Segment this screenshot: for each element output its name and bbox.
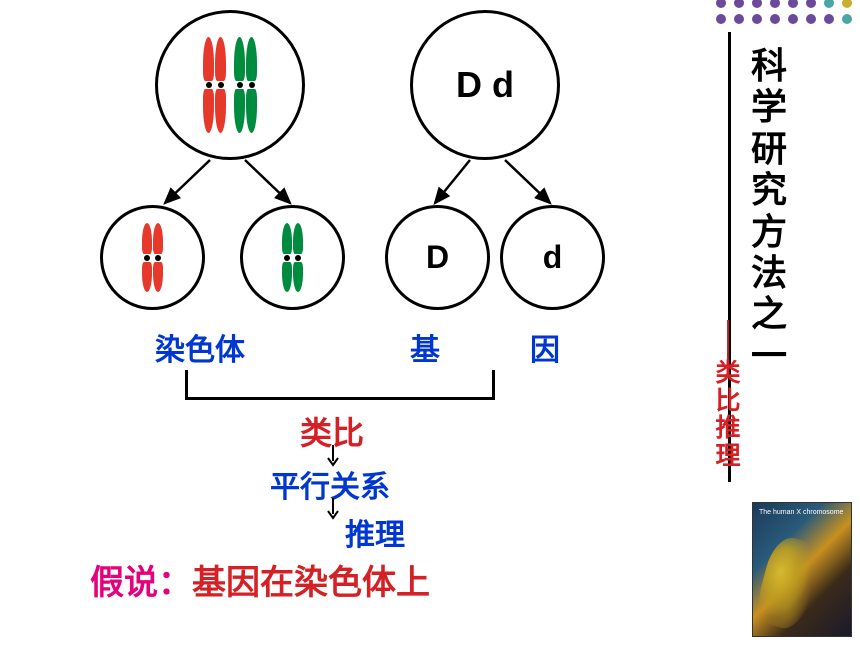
chromatid-pair-red-child <box>142 223 163 293</box>
gene-parent-cell: D d <box>410 10 560 160</box>
gene-child-right-label: d <box>543 239 563 276</box>
sidebar: 科学研究方法之一 —— 类比推理 The human X chromosome <box>710 0 860 645</box>
reasoning-label: 推理 <box>345 510 405 554</box>
gene-child-right: d <box>500 205 605 310</box>
gene-parent-label: D d <box>456 64 514 106</box>
chromosome-child-right <box>240 205 345 310</box>
diagram-area: D d D d 染色体 基 因 类比 平行关系 <box>0 0 710 645</box>
chromosome-child-left <box>100 205 205 310</box>
dot-grid-decoration <box>716 0 852 30</box>
hypothesis: 假说：基因在染色体上 <box>90 555 430 604</box>
chromosome-parent-cell <box>155 10 305 160</box>
thumbnail-image: The human X chromosome <box>752 502 852 637</box>
chromosome-pair-group <box>203 35 257 135</box>
thumbnail-caption: The human X chromosome <box>759 509 843 517</box>
chromatid-pair-green <box>234 35 257 135</box>
chromosome-label: 染色体 <box>155 325 245 369</box>
bracket <box>185 370 495 400</box>
hypothesis-body: 基因在染色体上 <box>192 564 430 602</box>
gene-label: 基 因 <box>410 325 590 369</box>
down-arrow-2 <box>327 498 339 520</box>
hypothesis-prefix: 假说： <box>90 564 192 602</box>
sidebar-subtitle: 类比推理 <box>712 360 744 470</box>
gene-child-left-label: D <box>426 239 449 276</box>
chromatid-pair-green-child <box>282 223 303 293</box>
chromatid-pair-red <box>203 35 226 135</box>
sidebar-title: 科学研究方法之一 <box>750 45 788 376</box>
gene-child-left: D <box>385 205 490 310</box>
